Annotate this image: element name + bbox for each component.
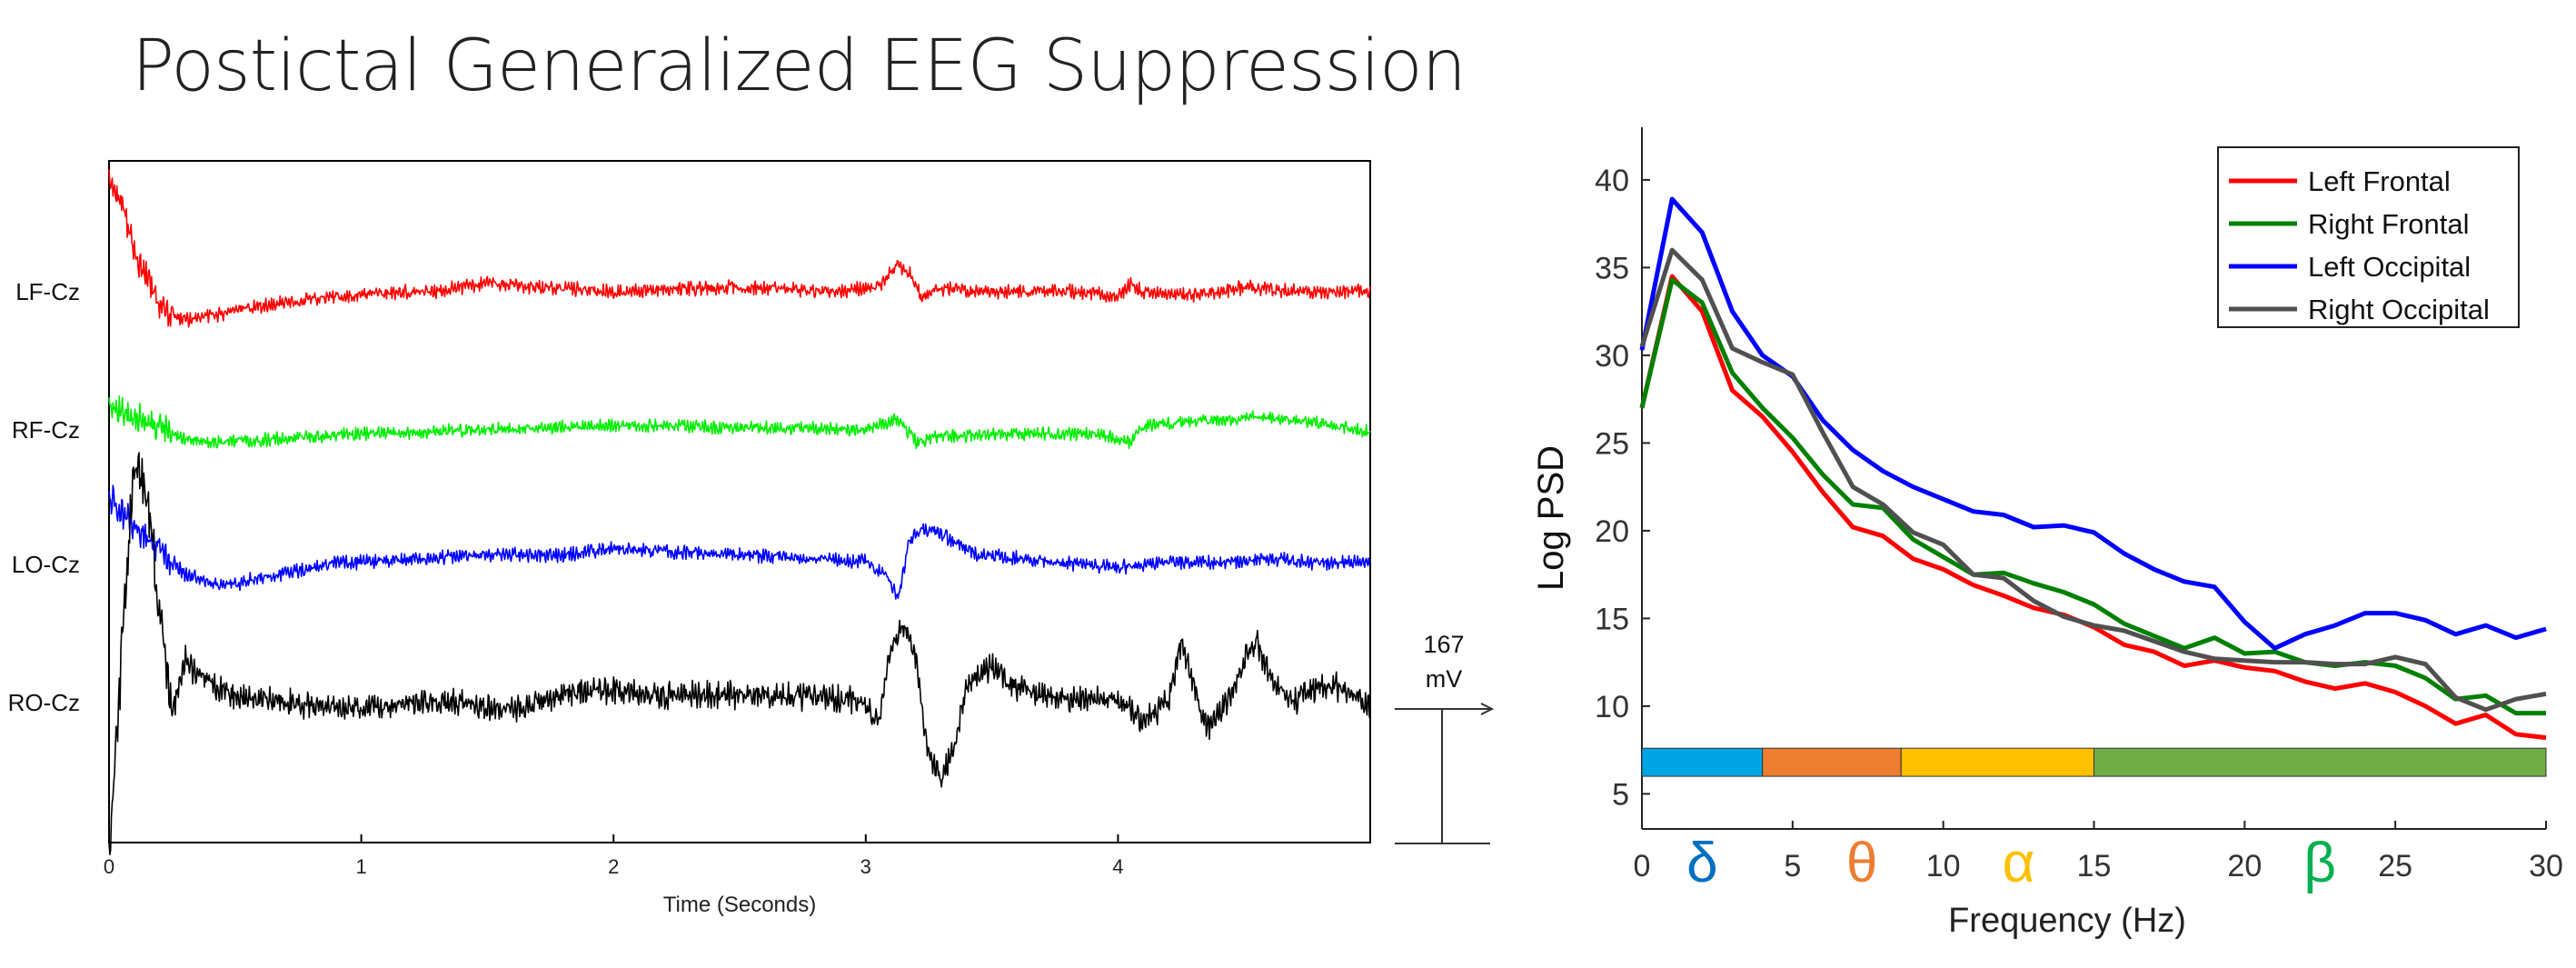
eeg-trace-ro-cz bbox=[108, 452, 1371, 855]
psd-series bbox=[1639, 196, 2547, 741]
band-label-delta: δ bbox=[1686, 832, 1718, 894]
eeg-plot-frame bbox=[108, 160, 1371, 843]
scale-bar-arrow-icon bbox=[1480, 703, 1495, 715]
eeg-trace-rf-cz bbox=[108, 395, 1371, 450]
eeg-x-tick-label: 1 bbox=[355, 855, 366, 878]
psd-y-tick-label: 40 bbox=[1595, 164, 1629, 198]
psd-y-tick-label: 20 bbox=[1595, 514, 1629, 549]
legend-label: Left Frontal bbox=[2308, 165, 2451, 197]
eeg-traces bbox=[108, 169, 1371, 855]
psd-y-tick-label: 5 bbox=[1612, 777, 1629, 812]
band-beta bbox=[2094, 747, 2547, 777]
frequency-band-bar bbox=[1641, 747, 2547, 777]
eeg-trace-lf-cz bbox=[108, 169, 1371, 328]
psd-x-tick-label: 25 bbox=[2378, 849, 2412, 883]
legend-label: Right Frontal bbox=[2308, 208, 2469, 240]
scale-bar-unit: mV bbox=[1426, 665, 1463, 693]
eeg-x-axis: 0 1 2 3 4 bbox=[104, 834, 1124, 878]
band-label-alpha: α bbox=[2003, 832, 2035, 894]
band-label-beta: β bbox=[2303, 832, 2336, 894]
psd-x-tick-label: 0 bbox=[1634, 849, 1651, 883]
band-label-theta: θ bbox=[1846, 832, 1877, 894]
psd-x-axis-label: Frequency (Hz) bbox=[1948, 902, 2186, 940]
psd-y-tick-label: 30 bbox=[1595, 339, 1629, 374]
eeg-x-tick-label: 0 bbox=[104, 855, 114, 878]
eeg-x-tick-label: 3 bbox=[860, 855, 871, 878]
scale-bar-value: 167 bbox=[1423, 631, 1464, 658]
legend-label: Left Occipital bbox=[2308, 251, 2471, 283]
psd-chart: 5 10 15 20 25 30 35 40 0 5 10 15 20 25 30 δ θ α β Frequen… bbox=[1531, 127, 2563, 940]
psd-x-tick-label: 10 bbox=[1926, 849, 1961, 883]
slide-title: Postictal Generalized EEG Suppression bbox=[132, 25, 1467, 107]
band-delta bbox=[1641, 747, 1764, 777]
eeg-channel-label: LO-Cz bbox=[12, 551, 80, 578]
psd-line-left-frontal bbox=[1639, 274, 2547, 741]
psd-y-tick-label: 10 bbox=[1595, 690, 1629, 724]
psd-line-right-frontal bbox=[1639, 277, 2546, 716]
legend-box bbox=[2217, 146, 2520, 328]
eeg-channel-labels: LF-Cz RF-Cz LO-Cz RO-Cz bbox=[8, 278, 80, 716]
psd-x-tick-label: 15 bbox=[2077, 849, 2112, 883]
psd-line-right-occipital bbox=[1639, 247, 2547, 713]
eeg-trace-lo-cz bbox=[108, 484, 1371, 600]
eeg-x-tick-label: 4 bbox=[1112, 855, 1123, 878]
scale-bar: 167 mV bbox=[1395, 631, 1495, 844]
psd-y-tick-label: 35 bbox=[1595, 251, 1629, 285]
psd-x-tick-label: 20 bbox=[2227, 849, 2262, 883]
eeg-chart: 0 1 2 3 4 LF-Cz RF-Cz LO-Cz RO-Cz Time (Seconds… bbox=[8, 160, 1495, 917]
psd-y-tick-label: 15 bbox=[1595, 602, 1629, 636]
eeg-x-axis-label: Time (Seconds) bbox=[663, 893, 817, 917]
psd-x-tick-label: 30 bbox=[2529, 849, 2563, 883]
band-theta bbox=[1762, 747, 1902, 777]
legend-items: Left Frontal Right Frontal Left Occipital R… bbox=[2229, 165, 2490, 325]
psd-x-tick-label: 5 bbox=[1784, 849, 1801, 883]
psd-legend: Left Frontal Right Frontal Left Occipital R… bbox=[2217, 146, 2520, 328]
eeg-channel-label: RO-Cz bbox=[8, 689, 80, 716]
psd-y-tick-label: 25 bbox=[1595, 426, 1629, 461]
eeg-x-tick-label: 2 bbox=[608, 855, 619, 878]
eeg-channel-label: RF-Cz bbox=[12, 416, 80, 444]
band-alpha bbox=[1900, 747, 2094, 777]
eeg-channel-label: LF-Cz bbox=[15, 278, 80, 305]
legend-label: Right Occipital bbox=[2308, 294, 2490, 325]
psd-y-axis-label: Log PSD bbox=[1531, 445, 1571, 591]
psd-axes: 5 10 15 20 25 30 35 40 0 5 10 15 20 25 30 bbox=[1595, 127, 2563, 883]
